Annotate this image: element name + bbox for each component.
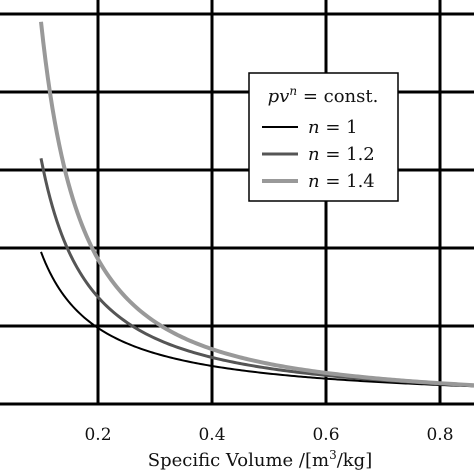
legend-label: n = 1.4 bbox=[308, 171, 375, 192]
grid bbox=[0, 0, 474, 406]
legend-label: n = 1 bbox=[308, 117, 358, 138]
legend-label: n = 1.2 bbox=[308, 144, 375, 165]
curves bbox=[39, 21, 474, 388]
x-tick-labels: 0.2 0.4 0.6 0.8 bbox=[84, 425, 453, 445]
x-tick-label: 0.4 bbox=[198, 425, 225, 445]
x-tick-label: 0.8 bbox=[426, 425, 453, 445]
legend: pvn = const. n = 1 n = 1.2 n = 1.4 bbox=[248, 72, 399, 202]
legend-items: n = 1 n = 1.2 n = 1.4 bbox=[262, 117, 375, 192]
x-axis-title: Specific Volume /[m3/kg] bbox=[148, 448, 372, 471]
x-tick-label: 0.6 bbox=[312, 425, 339, 445]
legend-title: pvn = const. bbox=[268, 84, 379, 107]
series-line bbox=[39, 21, 474, 388]
x-tick-label: 0.2 bbox=[84, 425, 111, 445]
